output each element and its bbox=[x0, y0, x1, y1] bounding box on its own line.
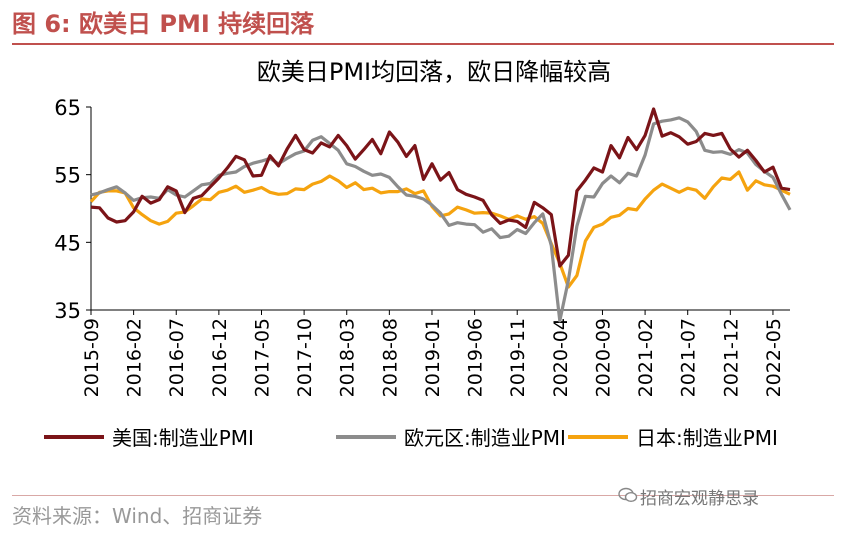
x-tick-label: 2020-09 bbox=[592, 318, 614, 397]
legend-label-us: 美国:制造业PMI bbox=[112, 426, 254, 450]
footer-divider bbox=[12, 495, 834, 496]
title-divider bbox=[12, 43, 834, 45]
x-tick-label: 2019-11 bbox=[507, 318, 529, 397]
y-tick-label: 55 bbox=[54, 164, 81, 188]
source-note: 资料来源：Wind、招商证券 bbox=[12, 504, 263, 528]
legend-label-jp: 日本:制造业PMI bbox=[636, 426, 778, 450]
x-tick-label: 2022-05 bbox=[763, 318, 785, 397]
legend: 美国:制造业PMI 欧元区:制造业PMI 日本:制造业PMI bbox=[44, 426, 778, 450]
x-tick-label: 2017-05 bbox=[251, 318, 273, 397]
series-line-us bbox=[90, 107, 791, 268]
x-tick-label: 2016-07 bbox=[166, 318, 188, 397]
watermark: 招商宏观静思录 bbox=[640, 489, 759, 509]
x-tick-label: 2021-07 bbox=[678, 318, 700, 397]
x-tick-label: 2019-01 bbox=[422, 318, 444, 397]
figure-title: 图 6: 欧美日 PMI 持续回落 bbox=[12, 10, 315, 38]
x-tick-label: 2017-10 bbox=[294, 318, 316, 397]
y-tick-label: 65 bbox=[54, 96, 81, 120]
x-tick-label: 2020-04 bbox=[550, 318, 572, 397]
y-axis: 35 45 55 65 bbox=[54, 96, 92, 323]
x-tick-label: 2016-12 bbox=[209, 318, 231, 397]
x-tick-label: 2021-12 bbox=[720, 318, 742, 397]
y-tick-label: 45 bbox=[54, 231, 81, 255]
x-tick-label: 2019-06 bbox=[465, 318, 487, 397]
x-tick-label: 2018-08 bbox=[379, 318, 401, 397]
x-axis: 2015-09 2016-02 2016-07 2016-12 2017-05 2017-… bbox=[81, 309, 790, 397]
y-tick-label: 35 bbox=[54, 299, 81, 323]
series-lines bbox=[89, 107, 792, 323]
wechat-icon bbox=[618, 487, 638, 503]
legend-label-eu: 欧元区:制造业PMI bbox=[404, 426, 566, 450]
x-tick-label: 2021-02 bbox=[635, 318, 657, 397]
x-tick-label: 2018-03 bbox=[337, 318, 359, 397]
chart-title: 欧美日PMI均回落，欧日降幅较高 bbox=[257, 58, 611, 86]
series-line-eu bbox=[90, 116, 792, 323]
x-tick-label: 2016-02 bbox=[124, 318, 146, 397]
x-tick-label: 2015-09 bbox=[81, 318, 103, 397]
